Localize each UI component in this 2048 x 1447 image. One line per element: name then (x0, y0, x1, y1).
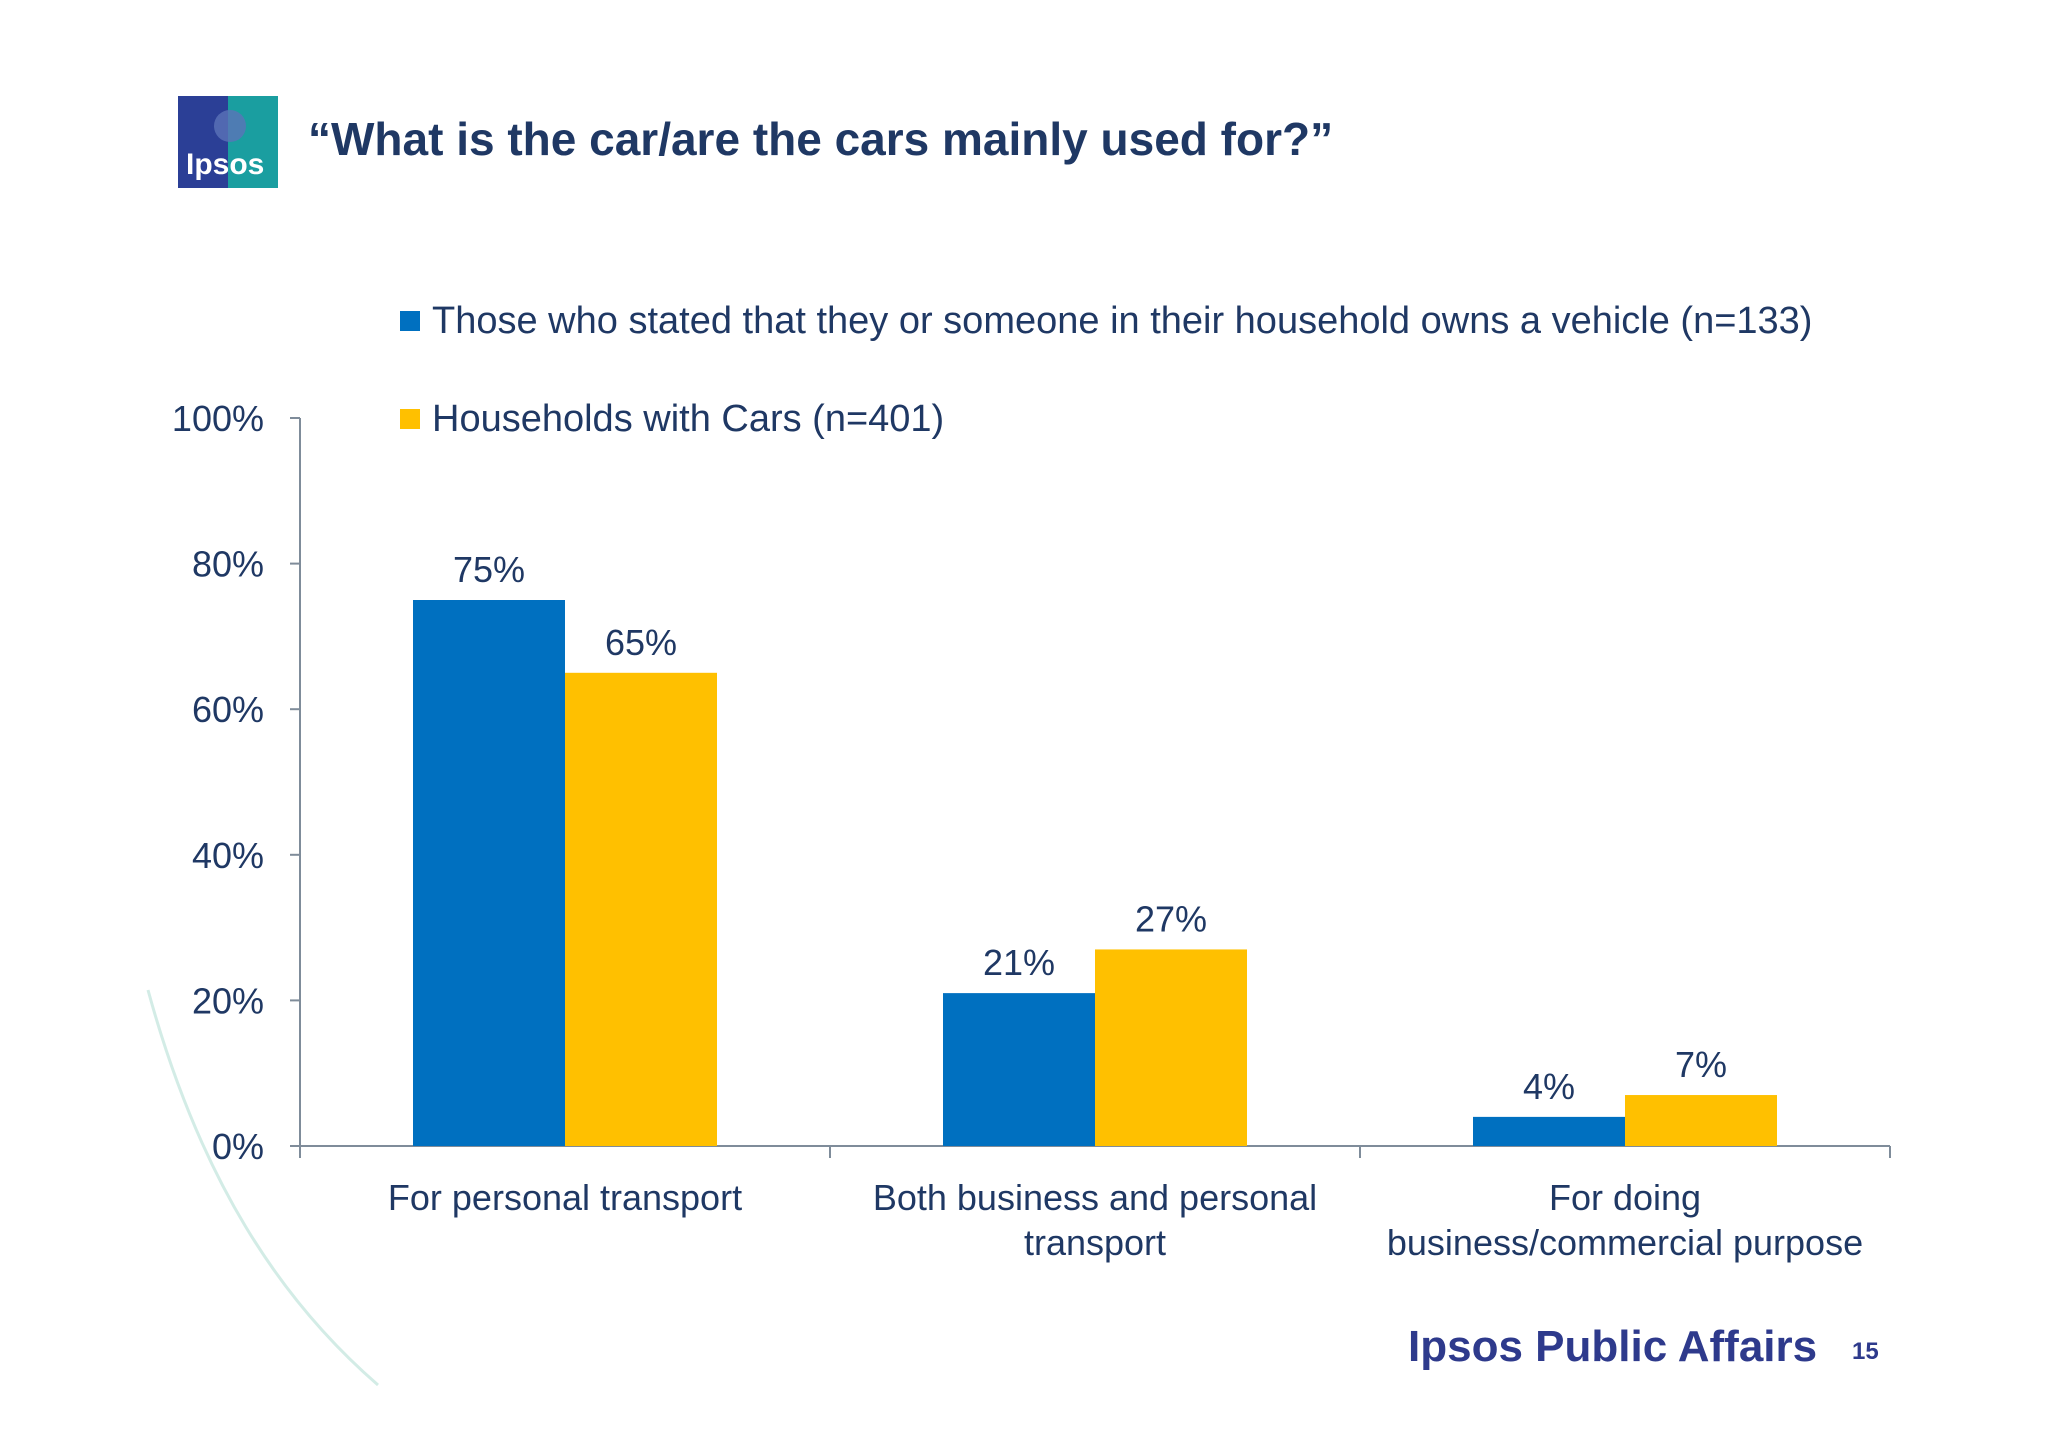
y-tick-label: 0% (212, 1126, 264, 1167)
y-tick-label: 100% (172, 398, 264, 439)
legend-swatch-yellow (400, 409, 420, 429)
y-tick-label: 80% (192, 544, 264, 585)
x-tick-label: For personal transport (388, 1177, 742, 1218)
page-title: “What is the car/are the cars mainly use… (308, 113, 1334, 165)
x-tick-label: transport (1024, 1222, 1166, 1263)
data-label: 7% (1675, 1044, 1727, 1085)
legend-swatch-blue (400, 311, 420, 331)
data-label: 27% (1135, 898, 1207, 939)
bar-series-2-2 (1095, 949, 1247, 1146)
data-label: 65% (605, 622, 677, 663)
bar-series-1-2 (943, 993, 1095, 1146)
y-tick-label: 40% (192, 835, 264, 876)
legend-item-series-2: Households with Cars (n=401) (400, 394, 1812, 444)
x-tick-label: For doing (1549, 1177, 1701, 1218)
bar-series-2-3 (1625, 1095, 1777, 1146)
bar-series-2-1 (565, 672, 717, 1146)
legend-label: Households with Cars (n=401) (432, 397, 945, 440)
x-tick-label: Both business and personal (873, 1177, 1317, 1218)
footer-brand: Ipsos Public Affairs (1408, 1322, 1818, 1371)
chart-legend: Those who stated that they or someone in… (400, 296, 1812, 492)
y-tick-label: 20% (192, 980, 264, 1021)
legend-label: Those who stated that they or someone in… (432, 299, 1813, 342)
ipsos-logo: Ipsos (178, 96, 278, 188)
data-label: 4% (1523, 1066, 1575, 1107)
x-tick-label: business/commercial purpose (1387, 1222, 1863, 1263)
data-label: 75% (453, 549, 525, 590)
legend-item-series-1: Those who stated that they or someone in… (400, 296, 1812, 346)
bar-series-1-3 (1473, 1116, 1625, 1146)
data-label: 21% (983, 942, 1055, 983)
page-number: 15 (1852, 1338, 1879, 1365)
y-tick-label: 60% (192, 689, 264, 730)
bar-series-1-1 (413, 600, 565, 1146)
svg-text:Ipsos: Ipsos (186, 148, 264, 181)
